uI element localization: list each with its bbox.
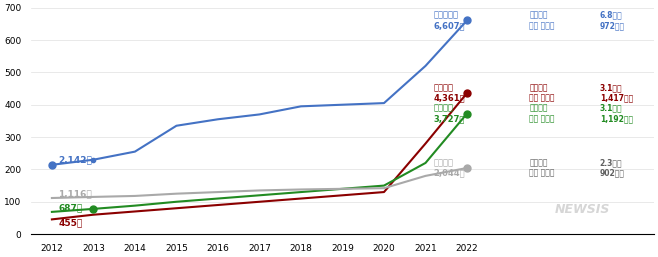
Text: 대상호수
호당 기여액: 대상호수 호당 기여액	[529, 104, 555, 123]
Text: 687억: 687억	[58, 203, 82, 212]
Text: 국민임대
3,727억: 국민임대 3,727억	[434, 104, 465, 123]
Text: 6.8만호
972만원: 6.8만호 972만원	[600, 11, 625, 30]
Text: 대상호수
호당 기여액: 대상호수 호당 기여액	[529, 11, 555, 30]
Text: 장기전세
4,361억: 장기전세 4,361억	[434, 83, 465, 103]
Text: 1,116억: 1,116억	[58, 189, 92, 198]
Text: 영구임대
2,044억: 영구임대 2,044억	[434, 158, 465, 178]
Text: 대상호수
호당 기여액: 대상호수 호당 기여액	[529, 158, 555, 178]
Text: 2.3만호
902만원: 2.3만호 902만원	[600, 158, 625, 178]
Text: 재개발임대
6,607억: 재개발임대 6,607억	[434, 11, 465, 30]
Text: 3.1만호
1,417만원: 3.1만호 1,417만원	[600, 83, 633, 103]
Text: 455억: 455억	[58, 218, 82, 227]
Text: 3.1만호
1,192만원: 3.1만호 1,192만원	[600, 104, 633, 123]
Text: 2,142억: 2,142억	[58, 155, 92, 164]
Text: NEWSIS: NEWSIS	[555, 203, 610, 216]
Text: 대상호수
호당 기여액: 대상호수 호당 기여액	[529, 83, 555, 103]
